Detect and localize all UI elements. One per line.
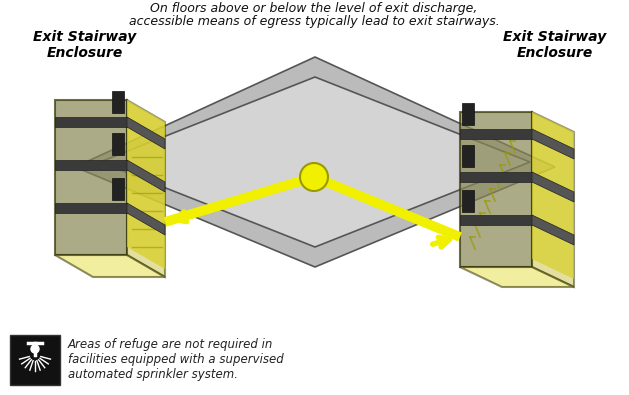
Polygon shape — [127, 160, 165, 192]
Text: On floors above or below the level of exit discharge,: On floors above or below the level of ex… — [150, 2, 477, 15]
Polygon shape — [532, 112, 574, 279]
Bar — [112, 178, 124, 200]
Text: Areas of refuge are not required in
facilities equipped with a supervised
automa: Areas of refuge are not required in faci… — [68, 338, 284, 381]
Polygon shape — [532, 112, 574, 287]
Circle shape — [300, 163, 328, 191]
Polygon shape — [127, 100, 165, 269]
Polygon shape — [460, 112, 532, 267]
Polygon shape — [127, 117, 165, 149]
Bar — [112, 91, 124, 113]
Polygon shape — [532, 215, 574, 245]
Text: Exit Stairway
Enclosure: Exit Stairway Enclosure — [33, 30, 136, 60]
Bar — [462, 190, 474, 212]
Polygon shape — [532, 172, 574, 202]
Bar — [462, 103, 474, 125]
Text: Exit Stairway
Enclosure: Exit Stairway Enclosure — [503, 30, 606, 60]
Polygon shape — [100, 77, 530, 247]
Bar — [55, 117, 127, 127]
Bar — [55, 160, 127, 170]
Polygon shape — [532, 129, 574, 159]
Polygon shape — [55, 100, 127, 255]
Polygon shape — [55, 255, 165, 277]
Text: accessible means of egress typically lead to exit stairways.: accessible means of egress typically lea… — [128, 15, 499, 28]
Bar — [460, 215, 532, 225]
Polygon shape — [127, 203, 165, 235]
Bar — [460, 172, 532, 182]
Polygon shape — [75, 57, 555, 267]
Bar — [460, 129, 532, 139]
Bar — [112, 133, 124, 155]
Circle shape — [31, 345, 39, 353]
Bar — [462, 145, 474, 167]
Bar — [55, 203, 127, 213]
Polygon shape — [127, 100, 165, 277]
Polygon shape — [460, 267, 574, 287]
Bar — [10, 335, 60, 385]
